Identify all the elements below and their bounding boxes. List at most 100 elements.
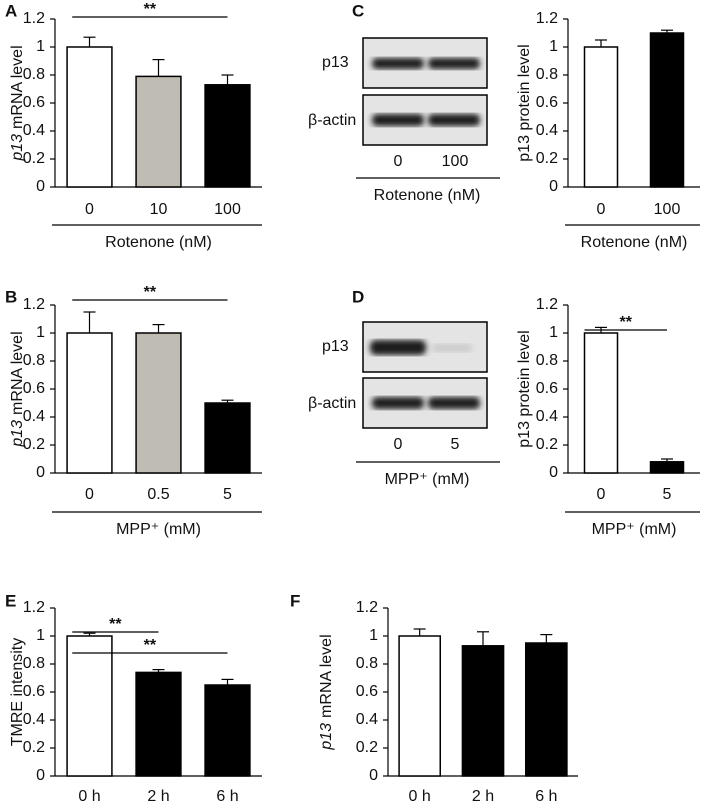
bar	[461, 645, 505, 777]
y-tick-label: 1	[549, 38, 558, 55]
y-axis-label-gene: p13	[9, 420, 26, 448]
panel-letter: A	[5, 1, 17, 20]
y-tick-label: 0	[549, 178, 558, 195]
x-tick-label: 10	[150, 201, 168, 218]
blot-band	[428, 58, 480, 69]
blot-band	[370, 340, 426, 355]
y-tick-label: 0.6	[536, 94, 558, 111]
blot-d: D p13 β-actin 0 5 MPP⁺ (mM)	[308, 287, 500, 488]
y-tick-label: 0.2	[23, 436, 45, 453]
x-tick-label: 0 h	[78, 788, 100, 805]
blot-lane-label: 100	[442, 153, 469, 170]
y-axis-label-text: TMRE intensity	[9, 638, 26, 746]
bar	[649, 461, 685, 474]
panel-letter: E	[5, 591, 16, 610]
y-tick-label: 0.6	[23, 380, 45, 397]
x-tick-label: 0	[597, 486, 606, 503]
panel-letter: C	[352, 1, 364, 20]
x-tick-label: 0 h	[409, 788, 431, 805]
y-tick-label: 1	[36, 324, 45, 341]
x-axis-label: Rotenone (nM)	[105, 234, 212, 251]
y-tick-label: 1.2	[23, 296, 45, 313]
y-axis-label-text: mRNA level	[318, 634, 335, 718]
blot-row-label: p13	[322, 54, 349, 71]
bar-chart: E TMRE intensity 0 0.2 0.4 0.6 0.8 1 1.2 0 h 2 h 6 …	[5, 591, 262, 805]
y-tick-label: 0.6	[536, 380, 558, 397]
bar	[66, 332, 113, 474]
significance-label: **	[144, 1, 157, 18]
y-axis-label-text: p13 protein level	[516, 44, 533, 161]
x-tick-label: 0.5	[147, 486, 169, 503]
y-axis-label: p13 mRNA level	[318, 634, 335, 750]
y-tick-label: 0	[36, 464, 45, 481]
x-tick-label: 0	[597, 201, 606, 218]
y-tick-label: 0	[36, 178, 45, 195]
y-tick-label: 0.8	[536, 352, 558, 369]
bar	[135, 671, 182, 777]
y-tick-label: 1.2	[23, 10, 45, 27]
blot-band	[372, 114, 424, 126]
y-tick-label: 1.2	[536, 10, 558, 27]
x-axis-label: Rotenone (nM)	[581, 234, 688, 251]
y-axis-label-gene: p13	[9, 134, 26, 162]
y-axis-label: TMRE intensity	[9, 638, 26, 746]
bar-chart: p13 protein level 0 0.2 0.4 0.6 0.8 1 1.2 0 5 MPP⁺…	[516, 296, 700, 538]
blot-band	[372, 397, 424, 409]
blot-lane-label: 0	[394, 153, 403, 170]
significance-label: **	[144, 284, 157, 301]
blot-xlabel: MPP⁺ (mM)	[385, 471, 470, 488]
bar	[66, 46, 113, 188]
y-tick-label: 0.4	[23, 408, 45, 425]
blot-band	[428, 397, 480, 409]
bar	[583, 46, 619, 188]
significance-label: **	[144, 637, 157, 654]
bar	[525, 642, 568, 777]
blot-lane-label: 5	[451, 436, 460, 453]
bar	[66, 635, 113, 777]
x-tick-label: 2 h	[472, 788, 494, 805]
y-tick-label: 0	[369, 767, 378, 784]
bar	[135, 332, 182, 474]
y-tick-label: 0.8	[23, 66, 45, 83]
y-tick-label: 0.2	[23, 739, 45, 756]
bar-chart: p13 protein level 0 0.2 0.4 0.6 0.8 1 1.2 0 100 Ro…	[516, 10, 700, 251]
bar	[135, 75, 182, 188]
y-tick-label: 1	[36, 627, 45, 644]
panel-letter: F	[290, 591, 300, 610]
y-axis-label: p13 protein level	[516, 330, 533, 447]
y-tick-label: 0.2	[536, 150, 558, 167]
y-axis-label-text: mRNA level	[9, 331, 26, 415]
x-tick-label: 100	[654, 201, 681, 218]
y-tick-label: 0.8	[356, 655, 378, 672]
bar	[649, 32, 685, 188]
y-tick-label: 0.4	[536, 122, 558, 139]
x-tick-label: 6 h	[535, 788, 557, 805]
y-tick-label: 0.8	[23, 352, 45, 369]
y-tick-label: 0.6	[356, 683, 378, 700]
y-tick-label: 1.2	[536, 296, 558, 313]
x-axis-label: MPP⁺ (mM)	[592, 521, 677, 538]
y-tick-label: 0	[549, 464, 558, 481]
y-tick-label: 0.6	[23, 94, 45, 111]
x-tick-label: 0	[85, 486, 94, 503]
y-tick-label: 0.4	[536, 408, 558, 425]
x-tick-label: 2 h	[147, 788, 169, 805]
y-tick-label: 1	[36, 38, 45, 55]
blot-lane-label: 0	[394, 436, 403, 453]
y-tick-label: 1.2	[23, 599, 45, 616]
x-tick-label: 100	[214, 201, 241, 218]
y-tick-label: 0.8	[23, 655, 45, 672]
blot-band	[372, 58, 424, 69]
blot-band	[428, 114, 480, 126]
bar	[204, 402, 251, 474]
x-tick-label: 6 h	[216, 788, 238, 805]
y-tick-label: 0.4	[23, 122, 45, 139]
y-axis-label: p13 protein level	[516, 44, 533, 161]
bar	[204, 684, 251, 777]
blot-row-label: β-actin	[308, 395, 356, 412]
panel-letter: D	[352, 287, 364, 306]
